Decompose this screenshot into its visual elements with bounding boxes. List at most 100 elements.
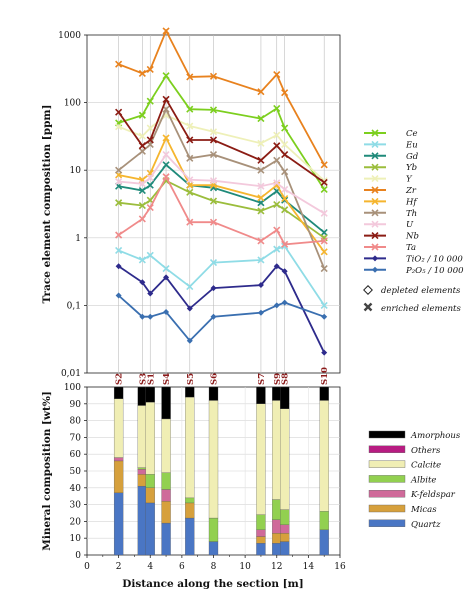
top-y-tick-label: 1000 bbox=[58, 31, 81, 41]
data-point-x bbox=[115, 123, 123, 131]
bar-segment-quartz bbox=[137, 485, 147, 556]
top-y-ticks: 0,01 0,1 1 10 100 1000 bbox=[58, 31, 87, 379]
legend-marker-x bbox=[371, 129, 379, 137]
bar-segment-calcite bbox=[113, 398, 124, 458]
legend-label: Y bbox=[406, 175, 413, 185]
bar-segment-albite bbox=[145, 474, 155, 488]
data-point-x bbox=[209, 72, 218, 80]
data-point-x bbox=[273, 201, 281, 209]
legend-label: U bbox=[406, 220, 414, 230]
data-point-x bbox=[162, 72, 170, 80]
legend-item: Eu bbox=[364, 140, 418, 150]
series-line bbox=[118, 74, 325, 190]
legend-swatch bbox=[368, 475, 406, 483]
bottom-y-tick-label: 90 bbox=[70, 400, 82, 410]
bottom-y-tick-label: 100 bbox=[64, 383, 81, 393]
data-point-x bbox=[320, 228, 328, 237]
data-point-x bbox=[320, 237, 328, 245]
annotation-depleted: depleted elements bbox=[363, 285, 461, 296]
bottom-y-tick-label: 10 bbox=[70, 534, 82, 544]
series-line bbox=[118, 163, 325, 234]
data-point-x bbox=[257, 139, 265, 147]
bar-segment-amorphous bbox=[161, 386, 171, 420]
sample-label: S6 bbox=[210, 373, 220, 385]
series-nb bbox=[115, 95, 328, 186]
stacked-bar bbox=[272, 386, 282, 556]
data-point-x bbox=[146, 174, 154, 182]
data-point-diamond bbox=[186, 305, 193, 312]
data-point-x bbox=[138, 186, 146, 195]
legend-label: Micas bbox=[410, 505, 437, 515]
sample-label: S9 bbox=[273, 373, 283, 385]
bar-segment-calcite bbox=[137, 405, 147, 468]
bar-segment-k-feldspar bbox=[256, 529, 266, 537]
data-point-x bbox=[115, 246, 123, 255]
bar-segment-amorphous bbox=[137, 386, 147, 406]
bar-segment-calcite bbox=[185, 396, 195, 499]
bottom-x-axis-label: Distance along the section [m] bbox=[122, 578, 303, 590]
sample-label: S7 bbox=[257, 373, 267, 385]
data-point-x bbox=[146, 181, 154, 189]
data-point-x bbox=[257, 166, 265, 174]
data-point-x bbox=[281, 240, 289, 248]
data-point-x bbox=[257, 182, 265, 190]
data-point-x bbox=[320, 178, 328, 186]
bar-segment-calcite bbox=[280, 408, 290, 510]
bar-segment-k-feldspar bbox=[272, 519, 282, 534]
series-zr bbox=[115, 27, 328, 169]
bar-segment-k-feldspar bbox=[113, 457, 124, 462]
series-ce bbox=[115, 72, 328, 193]
bar-segment-micas bbox=[280, 533, 290, 542]
series-line bbox=[118, 114, 325, 182]
bar-segment-micas bbox=[256, 536, 266, 544]
top-y-tick-label: 0,1 bbox=[67, 301, 81, 311]
legend-item: Ta bbox=[364, 243, 416, 253]
data-point-x bbox=[281, 195, 289, 203]
legend-item: Ce bbox=[364, 129, 418, 139]
data-point-diamond bbox=[257, 309, 264, 316]
bar-segment-micas bbox=[145, 487, 155, 504]
data-point-x bbox=[138, 256, 146, 264]
data-point-x bbox=[138, 132, 146, 140]
legend-marker-x bbox=[371, 152, 379, 160]
data-point-x bbox=[273, 245, 281, 253]
sample-label: S8 bbox=[281, 373, 291, 385]
legend-marker-x bbox=[371, 140, 379, 148]
data-point-diamond bbox=[147, 290, 154, 297]
stacked-bar bbox=[161, 386, 171, 556]
data-point-x bbox=[162, 105, 170, 113]
data-point-diamond bbox=[210, 313, 217, 320]
series-line bbox=[118, 153, 325, 215]
data-point-x bbox=[115, 199, 123, 207]
data-point-x bbox=[320, 209, 328, 217]
sample-label: S3 bbox=[138, 373, 148, 385]
series-line bbox=[117, 294, 325, 343]
data-point-x bbox=[146, 65, 154, 73]
bottom-x-tick-label: 10 bbox=[239, 562, 251, 572]
data-point-x bbox=[146, 251, 154, 259]
data-point-x bbox=[115, 166, 123, 174]
data-point-x bbox=[209, 151, 218, 159]
data-point-x bbox=[146, 97, 154, 105]
top-y-tick-label: 1 bbox=[75, 234, 81, 244]
data-point-x bbox=[186, 282, 194, 291]
legend-marker-x bbox=[371, 232, 379, 240]
legend-swatch bbox=[368, 430, 406, 439]
legend-swatch bbox=[368, 445, 406, 453]
bottom-y-axis-label: Mineral composition [wt%] bbox=[41, 391, 53, 551]
data-point-x bbox=[320, 161, 328, 169]
bottom-y-tick-label: 20 bbox=[70, 517, 82, 527]
bar-segment-albite bbox=[272, 499, 282, 520]
data-point-x bbox=[186, 73, 194, 81]
bottom-y-ticks: 0 10 20 30 40 50 60 70 80 90 100 bbox=[64, 383, 87, 561]
stacked-bar bbox=[145, 386, 155, 556]
data-point-diamond bbox=[147, 313, 154, 320]
stacked-bar bbox=[280, 386, 290, 556]
data-point-x bbox=[186, 181, 194, 189]
bar-segment-albite bbox=[185, 497, 195, 504]
bar-segment-quartz bbox=[113, 492, 124, 556]
data-point-diamond bbox=[115, 263, 122, 270]
sample-label: S10 bbox=[320, 367, 330, 385]
data-point-x bbox=[320, 301, 328, 309]
